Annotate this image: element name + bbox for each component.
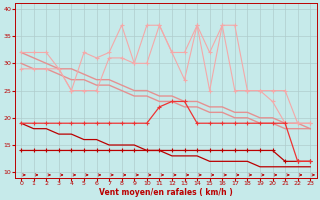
- X-axis label: Vent moyen/en rafales ( km/h ): Vent moyen/en rafales ( km/h ): [99, 188, 233, 197]
